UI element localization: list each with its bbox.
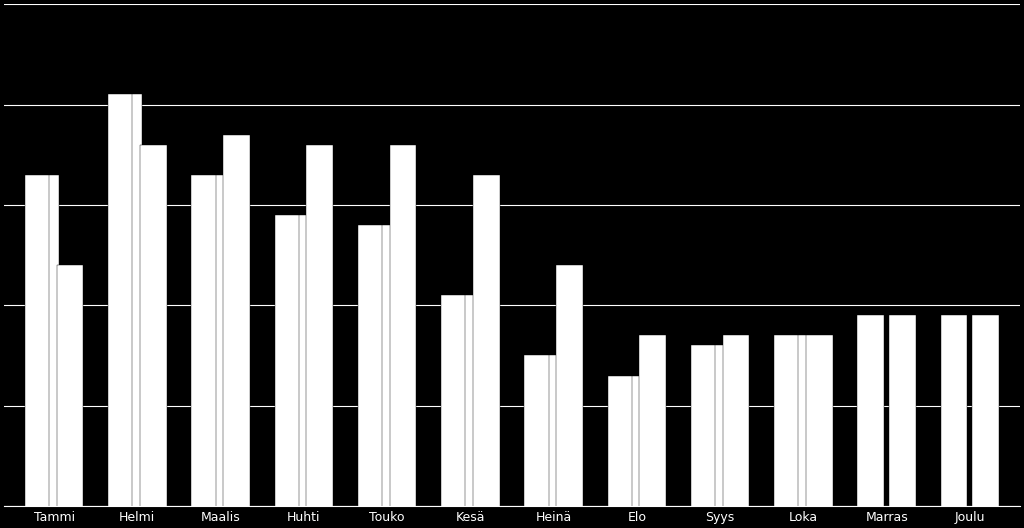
Bar [223,135,250,528]
Bar [49,175,59,528]
Bar [25,175,51,528]
Bar [441,295,468,528]
Bar [56,265,83,528]
Bar [723,335,750,528]
Bar [632,375,642,528]
Bar [607,375,635,528]
Bar [465,295,475,528]
Bar [216,175,225,528]
Bar [941,315,968,528]
Bar [299,215,309,528]
Bar [140,145,167,528]
Bar [191,175,218,528]
Bar [549,355,559,528]
Bar [556,265,583,528]
Bar [524,355,551,528]
Bar [806,335,833,528]
Bar [306,145,333,528]
Bar [799,335,808,528]
Bar [973,315,999,528]
Bar [774,335,801,528]
Bar [382,225,392,528]
Bar [691,345,718,528]
Bar [132,95,142,528]
Bar [358,225,385,528]
Bar [639,335,666,528]
Bar [389,145,417,528]
Bar [889,315,915,528]
Bar [473,175,500,528]
Bar [715,345,725,528]
Bar [109,95,135,528]
Bar [857,315,884,528]
Bar [274,215,301,528]
